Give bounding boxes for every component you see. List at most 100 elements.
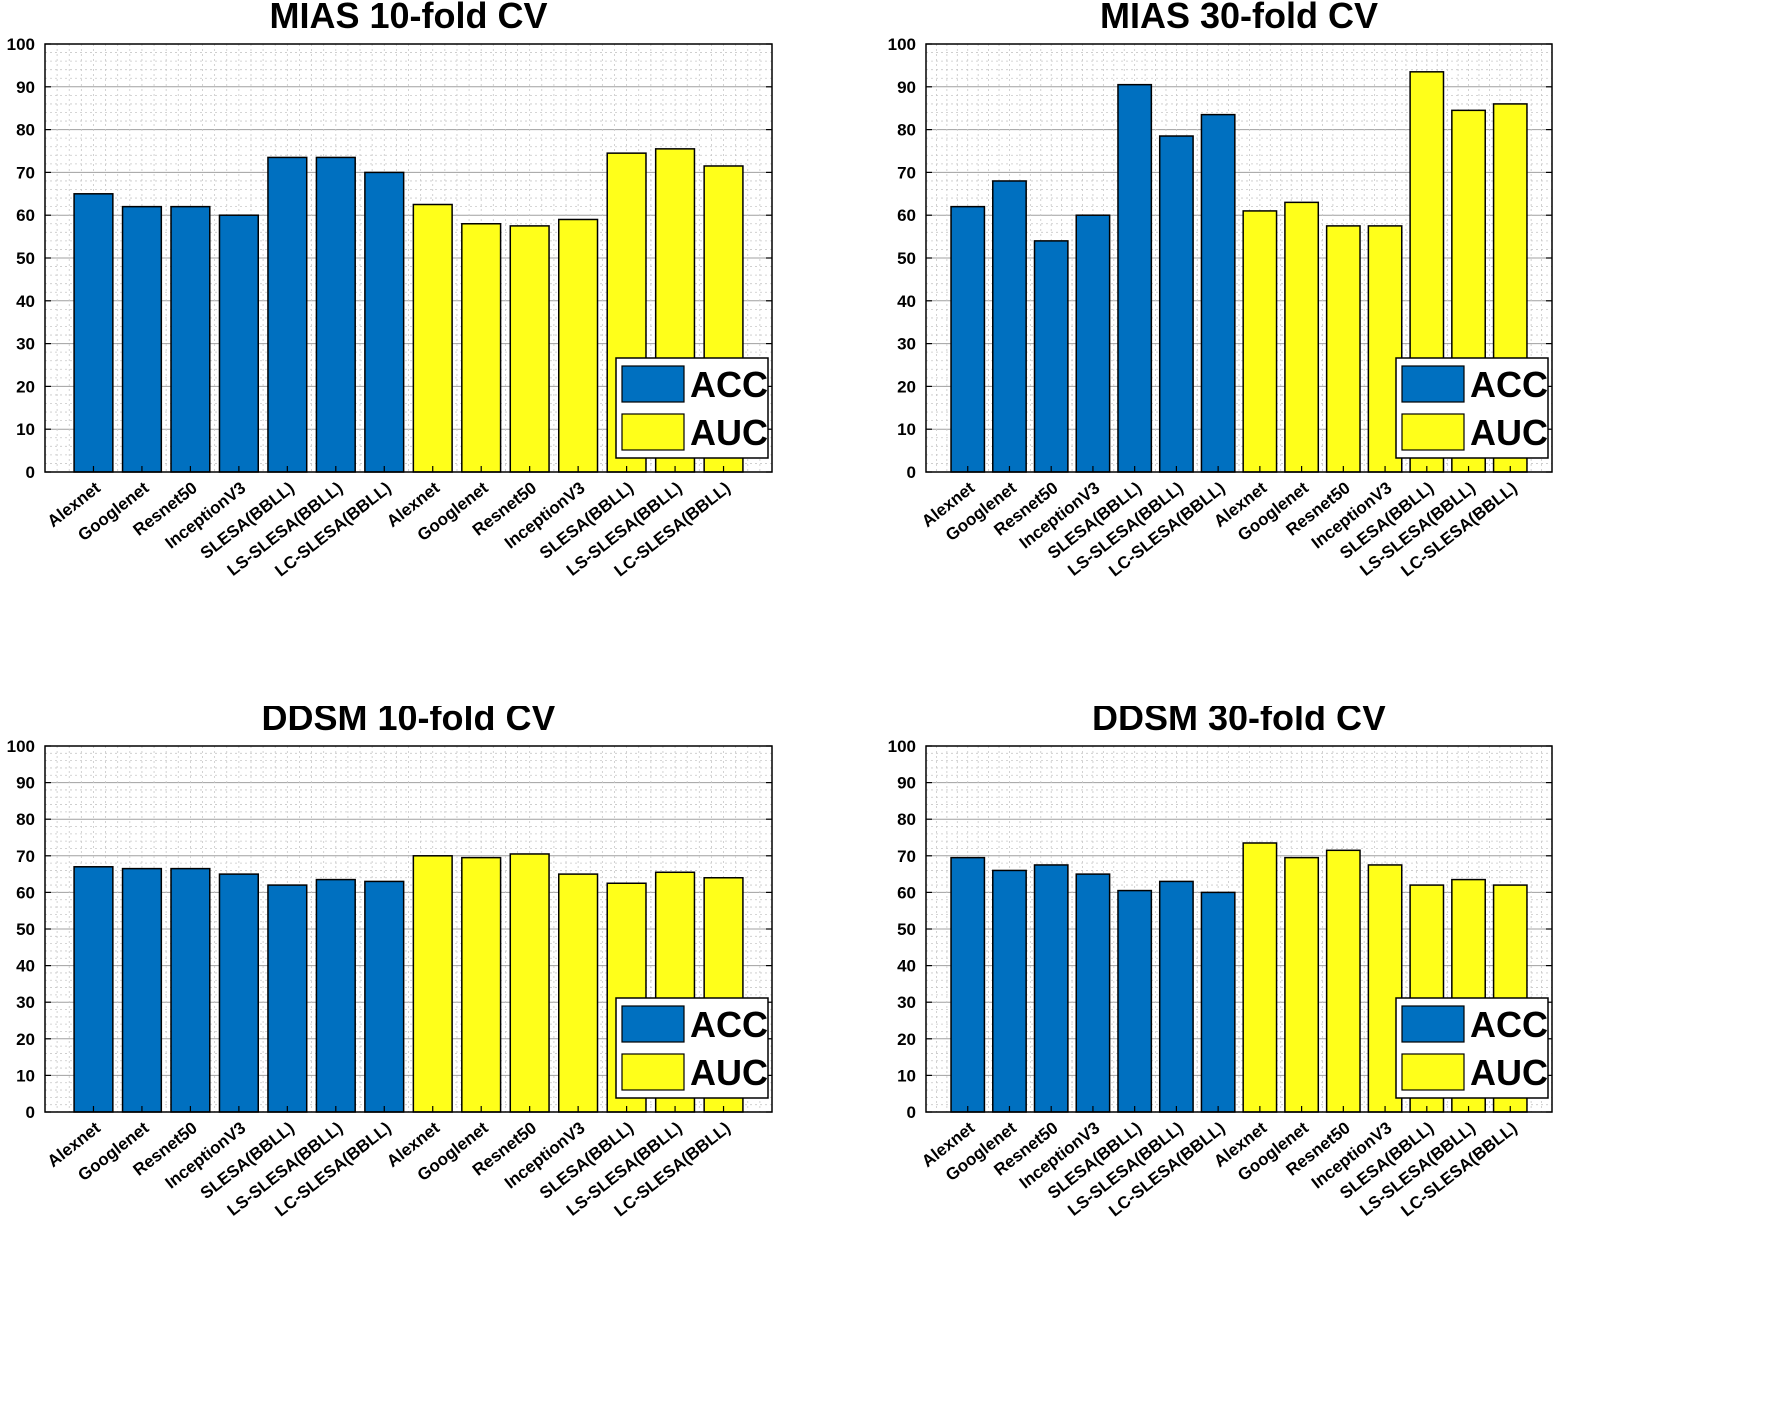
chart-title: DDSM 10-fold CV [261,706,555,738]
legend-label-auc: AUC [690,412,768,453]
bar-acc-1 [992,180,1027,473]
y-tick-label: 30 [897,993,916,1012]
y-tick-label: 50 [16,249,35,268]
legend-swatch-acc [621,1005,685,1043]
y-tick-label: 30 [16,335,35,354]
y-tick-label: 0 [907,1103,916,1122]
chart-svg: DDSM 30-fold CV0102030405060708090100Ale… [888,706,1553,1220]
bar-acc-4 [1117,83,1153,473]
y-tick-label: 90 [897,78,916,97]
y-tick-label: 10 [897,1066,916,1085]
chart-svg: MIAS 30-fold CV0102030405060708090100Ale… [888,0,1553,580]
bar-acc-0 [73,866,114,1113]
bar-acc-6 [364,171,405,473]
legend-label-auc: AUC [1470,412,1548,453]
y-tick-label: 90 [16,774,35,793]
y-tick-label: 10 [16,1066,35,1085]
y-tick-label: 60 [16,206,35,225]
bar-acc-5 [315,878,356,1113]
chart-panel-mias-30fold: MIAS 30-fold CV 0 10 20 30 40 50 60 70 80 90 100 Ale… [886,0,1772,706]
y-tick-label: 20 [897,1030,916,1049]
bar-auc-8 [461,856,502,1113]
legend-label-acc: ACC [690,1004,768,1045]
y-tick-label: 20 [897,377,916,396]
bar-acc-1 [992,869,1027,1113]
y-tick-label: 40 [16,292,35,311]
y-tick-label: 100 [7,737,35,756]
y-tick-label: 70 [897,163,916,182]
legend: ACC AUC [1395,357,1549,459]
bar-acc-5 [1158,135,1194,473]
y-tick-label: 40 [897,292,916,311]
legend-label-auc: AUC [1470,1052,1548,1093]
y-tick-label: 10 [897,420,916,439]
legend-swatch-auc [1401,1053,1465,1091]
chart-svg: DDSM 10-fold CV0102030405060708090100Ale… [7,706,773,1220]
bar-acc-3 [1075,873,1111,1113]
bar-acc-4 [267,156,308,473]
y-tick-label: 40 [16,957,35,976]
bar-acc-5 [315,156,356,473]
y-tick-label: 100 [7,35,35,54]
bar-acc-4 [1117,889,1153,1113]
bar-acc-2 [170,867,211,1113]
chart-title: DDSM 30-fold CV [1092,706,1386,738]
bar-auc-10 [557,873,599,1113]
bar-acc-5 [1158,880,1194,1113]
y-tick-label: 0 [26,1103,35,1122]
y-tick-label: 30 [16,993,35,1012]
bar-auc-9 [1325,849,1361,1113]
bar-auc-8 [461,223,502,473]
legend-swatch-auc [621,413,685,451]
bar-auc-7 [412,203,453,473]
bar-auc-7 [1242,210,1278,473]
bar-auc-10 [557,218,599,473]
bar-acc-3 [218,214,260,473]
bar-acc-1 [121,867,163,1113]
bar-acc-0 [950,205,986,473]
y-tick-label: 0 [907,463,916,482]
y-tick-label: 70 [897,847,916,866]
bar-acc-6 [1200,891,1236,1113]
legend-label-auc: AUC [690,1052,768,1093]
y-tick-label: 80 [16,810,35,829]
chart-panel-ddsm-10fold: DDSM 10-fold CV 0 10 20 30 40 50 60 70 80 90 100 Ale… [0,706,886,1412]
y-tick-label: 50 [16,920,35,939]
legend-label-acc: ACC [1470,364,1548,405]
bar-acc-6 [364,880,405,1113]
y-tick-label: 60 [16,883,35,902]
bar-auc-8 [1284,201,1320,473]
bar-acc-0 [73,193,114,473]
legend-swatch-auc [621,1053,685,1091]
y-tick-label: 50 [897,249,916,268]
legend-swatch-acc [1401,365,1465,403]
y-tick-label: 80 [16,121,35,140]
bar-acc-4 [267,884,308,1113]
chart-title: MIAS 30-fold CV [1100,0,1378,36]
bar-acc-0 [950,856,986,1113]
y-tick-label: 0 [26,463,35,482]
bar-acc-6 [1200,113,1236,473]
bar-auc-9 [509,853,550,1113]
legend: ACC AUC [1395,997,1549,1099]
y-tick-label: 20 [16,377,35,396]
chart-svg: MIAS 10-fold CV0102030405060708090100Ale… [7,0,773,580]
bar-acc-2 [170,205,211,473]
bar-auc-7 [412,855,453,1113]
y-tick-label: 70 [16,163,35,182]
y-tick-label: 30 [897,335,916,354]
y-tick-label: 90 [16,78,35,97]
chart-title: MIAS 10-fold CV [269,0,547,36]
bar-acc-1 [121,205,163,473]
bar-auc-9 [509,225,550,473]
y-tick-label: 80 [897,121,916,140]
legend-swatch-acc [1401,1005,1465,1043]
y-tick-label: 100 [888,35,916,54]
y-tick-label: 10 [16,420,35,439]
bar-auc-8 [1284,856,1320,1113]
legend: ACC AUC [615,997,769,1099]
bar-auc-9 [1325,225,1361,473]
chart-panel-mias-10fold: MIAS 10-fold CV 0 10 20 30 40 50 60 70 80 90 100 Ale… [0,0,886,706]
legend-label-acc: ACC [1470,1004,1548,1045]
legend: ACC AUC [615,357,769,459]
